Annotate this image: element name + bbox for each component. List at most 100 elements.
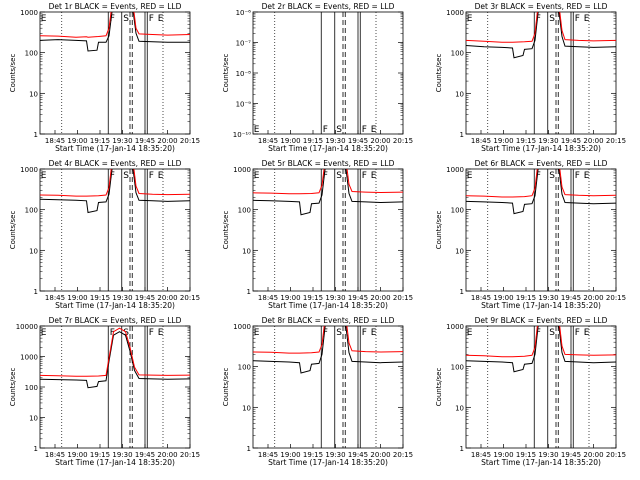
x-tick-label: 19:45 bbox=[348, 294, 368, 302]
plot-frame bbox=[39, 11, 191, 135]
y-tick-label: 1 bbox=[460, 131, 464, 139]
x-tick-label: 18:45 bbox=[45, 137, 65, 145]
y-tick-label: 10 bbox=[455, 404, 464, 412]
y-tick-label: 10 bbox=[455, 247, 464, 255]
marker-label: E bbox=[584, 14, 590, 24]
y-tick-label: 100 bbox=[238, 207, 251, 215]
x-tick-label: 19:45 bbox=[135, 137, 155, 145]
y-tick-label: 10 bbox=[29, 247, 38, 255]
marker-label: E bbox=[158, 14, 164, 24]
chart-title: Det 2r BLACK = Events, RED = LLD bbox=[262, 2, 395, 11]
x-tick-label: 20:00 bbox=[583, 294, 603, 302]
x-tick-label: 19:00 bbox=[67, 451, 87, 459]
marker-label: E bbox=[158, 171, 164, 181]
x-tick-label: 18:45 bbox=[45, 451, 65, 459]
lld-series-line bbox=[253, 326, 403, 354]
x-tick-label: 19:00 bbox=[493, 137, 513, 145]
y-tick-label: 100 bbox=[25, 207, 38, 215]
x-tick-label: 19:30 bbox=[325, 137, 345, 145]
y-tick-label: 10⁻⁹ bbox=[236, 101, 252, 109]
y-tick-label: 100 bbox=[25, 384, 38, 392]
x-axis-label: Start Time (17-Jan-14 18:35:20) bbox=[481, 458, 601, 467]
marker-label: S bbox=[549, 171, 555, 181]
marker-label: F bbox=[575, 171, 580, 181]
x-tick-label: 19:15 bbox=[516, 137, 536, 145]
events-series-line bbox=[466, 12, 616, 59]
marker-label: S bbox=[123, 14, 129, 24]
plot-frame bbox=[252, 11, 404, 135]
y-tick-label: 10 bbox=[29, 415, 38, 423]
plot-frame bbox=[39, 168, 191, 292]
y-tick-label: 10⁻⁸ bbox=[236, 70, 252, 78]
marker-label: E bbox=[254, 125, 260, 135]
y-axis-label: Counts/sec bbox=[222, 211, 230, 250]
marker-label: F bbox=[110, 14, 115, 24]
x-tick-label: 19:45 bbox=[348, 137, 368, 145]
marker-label: S bbox=[336, 328, 342, 338]
x-tick-label: 19:15 bbox=[516, 451, 536, 459]
x-tick-label: 18:45 bbox=[45, 294, 65, 302]
x-tick-label: 20:00 bbox=[157, 137, 177, 145]
chart-title: Det 8r BLACK = Events, RED = LLD bbox=[262, 316, 395, 325]
y-tick-label: 10⁻⁶ bbox=[236, 9, 252, 17]
y-tick-label: 10 bbox=[455, 90, 464, 98]
x-tick-label: 19:30 bbox=[325, 294, 345, 302]
marker-label: F bbox=[575, 328, 580, 338]
x-axis-label: Start Time (17-Jan-14 18:35:20) bbox=[481, 144, 601, 153]
x-axis-label: Start Time (17-Jan-14 18:35:20) bbox=[55, 144, 175, 153]
x-tick-label: 19:00 bbox=[493, 451, 513, 459]
marker-label: S bbox=[549, 328, 555, 338]
marker-label: F bbox=[110, 171, 115, 181]
plot-frame bbox=[252, 325, 404, 449]
x-tick-label: 19:00 bbox=[280, 451, 300, 459]
x-tick-label: 19:00 bbox=[280, 137, 300, 145]
x-tick-label: 20:15 bbox=[606, 137, 626, 145]
x-tick-label: 20:15 bbox=[180, 294, 200, 302]
y-tick-label: 10⁻¹⁰ bbox=[233, 131, 251, 139]
marker-label: F bbox=[362, 171, 367, 181]
events-series-line bbox=[466, 326, 616, 373]
y-tick-label: 100 bbox=[238, 364, 251, 372]
marker-label: E bbox=[371, 125, 377, 135]
x-tick-label: 20:00 bbox=[157, 451, 177, 459]
marker-label: E bbox=[584, 171, 590, 181]
x-axis-label: Start Time (17-Jan-14 18:35:20) bbox=[55, 458, 175, 467]
marker-label: E bbox=[467, 171, 473, 181]
x-axis-label: Start Time (17-Jan-14 18:35:20) bbox=[55, 301, 175, 310]
events-series-line bbox=[40, 12, 190, 52]
marker-label: F bbox=[362, 125, 367, 135]
x-tick-label: 19:30 bbox=[325, 451, 345, 459]
marker-label: F bbox=[149, 14, 154, 24]
y-tick-label: 10⁻⁷ bbox=[236, 40, 252, 48]
marker-label: S bbox=[549, 14, 555, 24]
x-tick-label: 19:45 bbox=[135, 294, 155, 302]
marker-label: E bbox=[41, 14, 47, 24]
x-tick-label: 19:15 bbox=[90, 137, 110, 145]
marker-label: E bbox=[254, 328, 260, 338]
lld-series-line bbox=[40, 169, 190, 197]
marker-label: F bbox=[536, 171, 541, 181]
x-axis-label: Start Time (17-Jan-14 18:35:20) bbox=[481, 301, 601, 310]
y-tick-label: 10 bbox=[29, 90, 38, 98]
x-axis-label: Start Time (17-Jan-14 18:35:20) bbox=[268, 301, 388, 310]
chart-title: Det 9r BLACK = Events, RED = LLD bbox=[475, 316, 608, 325]
x-tick-label: 19:30 bbox=[112, 294, 132, 302]
marker-label: F bbox=[536, 328, 541, 338]
x-tick-label: 20:00 bbox=[157, 294, 177, 302]
y-tick-label: 10 bbox=[242, 247, 251, 255]
x-tick-label: 19:45 bbox=[561, 451, 581, 459]
x-tick-label: 19:30 bbox=[112, 451, 132, 459]
marker-label: F bbox=[149, 328, 154, 338]
x-tick-label: 19:30 bbox=[112, 137, 132, 145]
y-tick-label: 1 bbox=[247, 288, 251, 296]
y-axis-label: Counts/sec bbox=[9, 211, 17, 250]
marker-label: E bbox=[584, 328, 590, 338]
y-tick-label: 1000 bbox=[20, 9, 38, 17]
marker-label: S bbox=[336, 125, 342, 135]
y-tick-label: 1000 bbox=[446, 166, 464, 174]
x-tick-label: 19:15 bbox=[90, 294, 110, 302]
